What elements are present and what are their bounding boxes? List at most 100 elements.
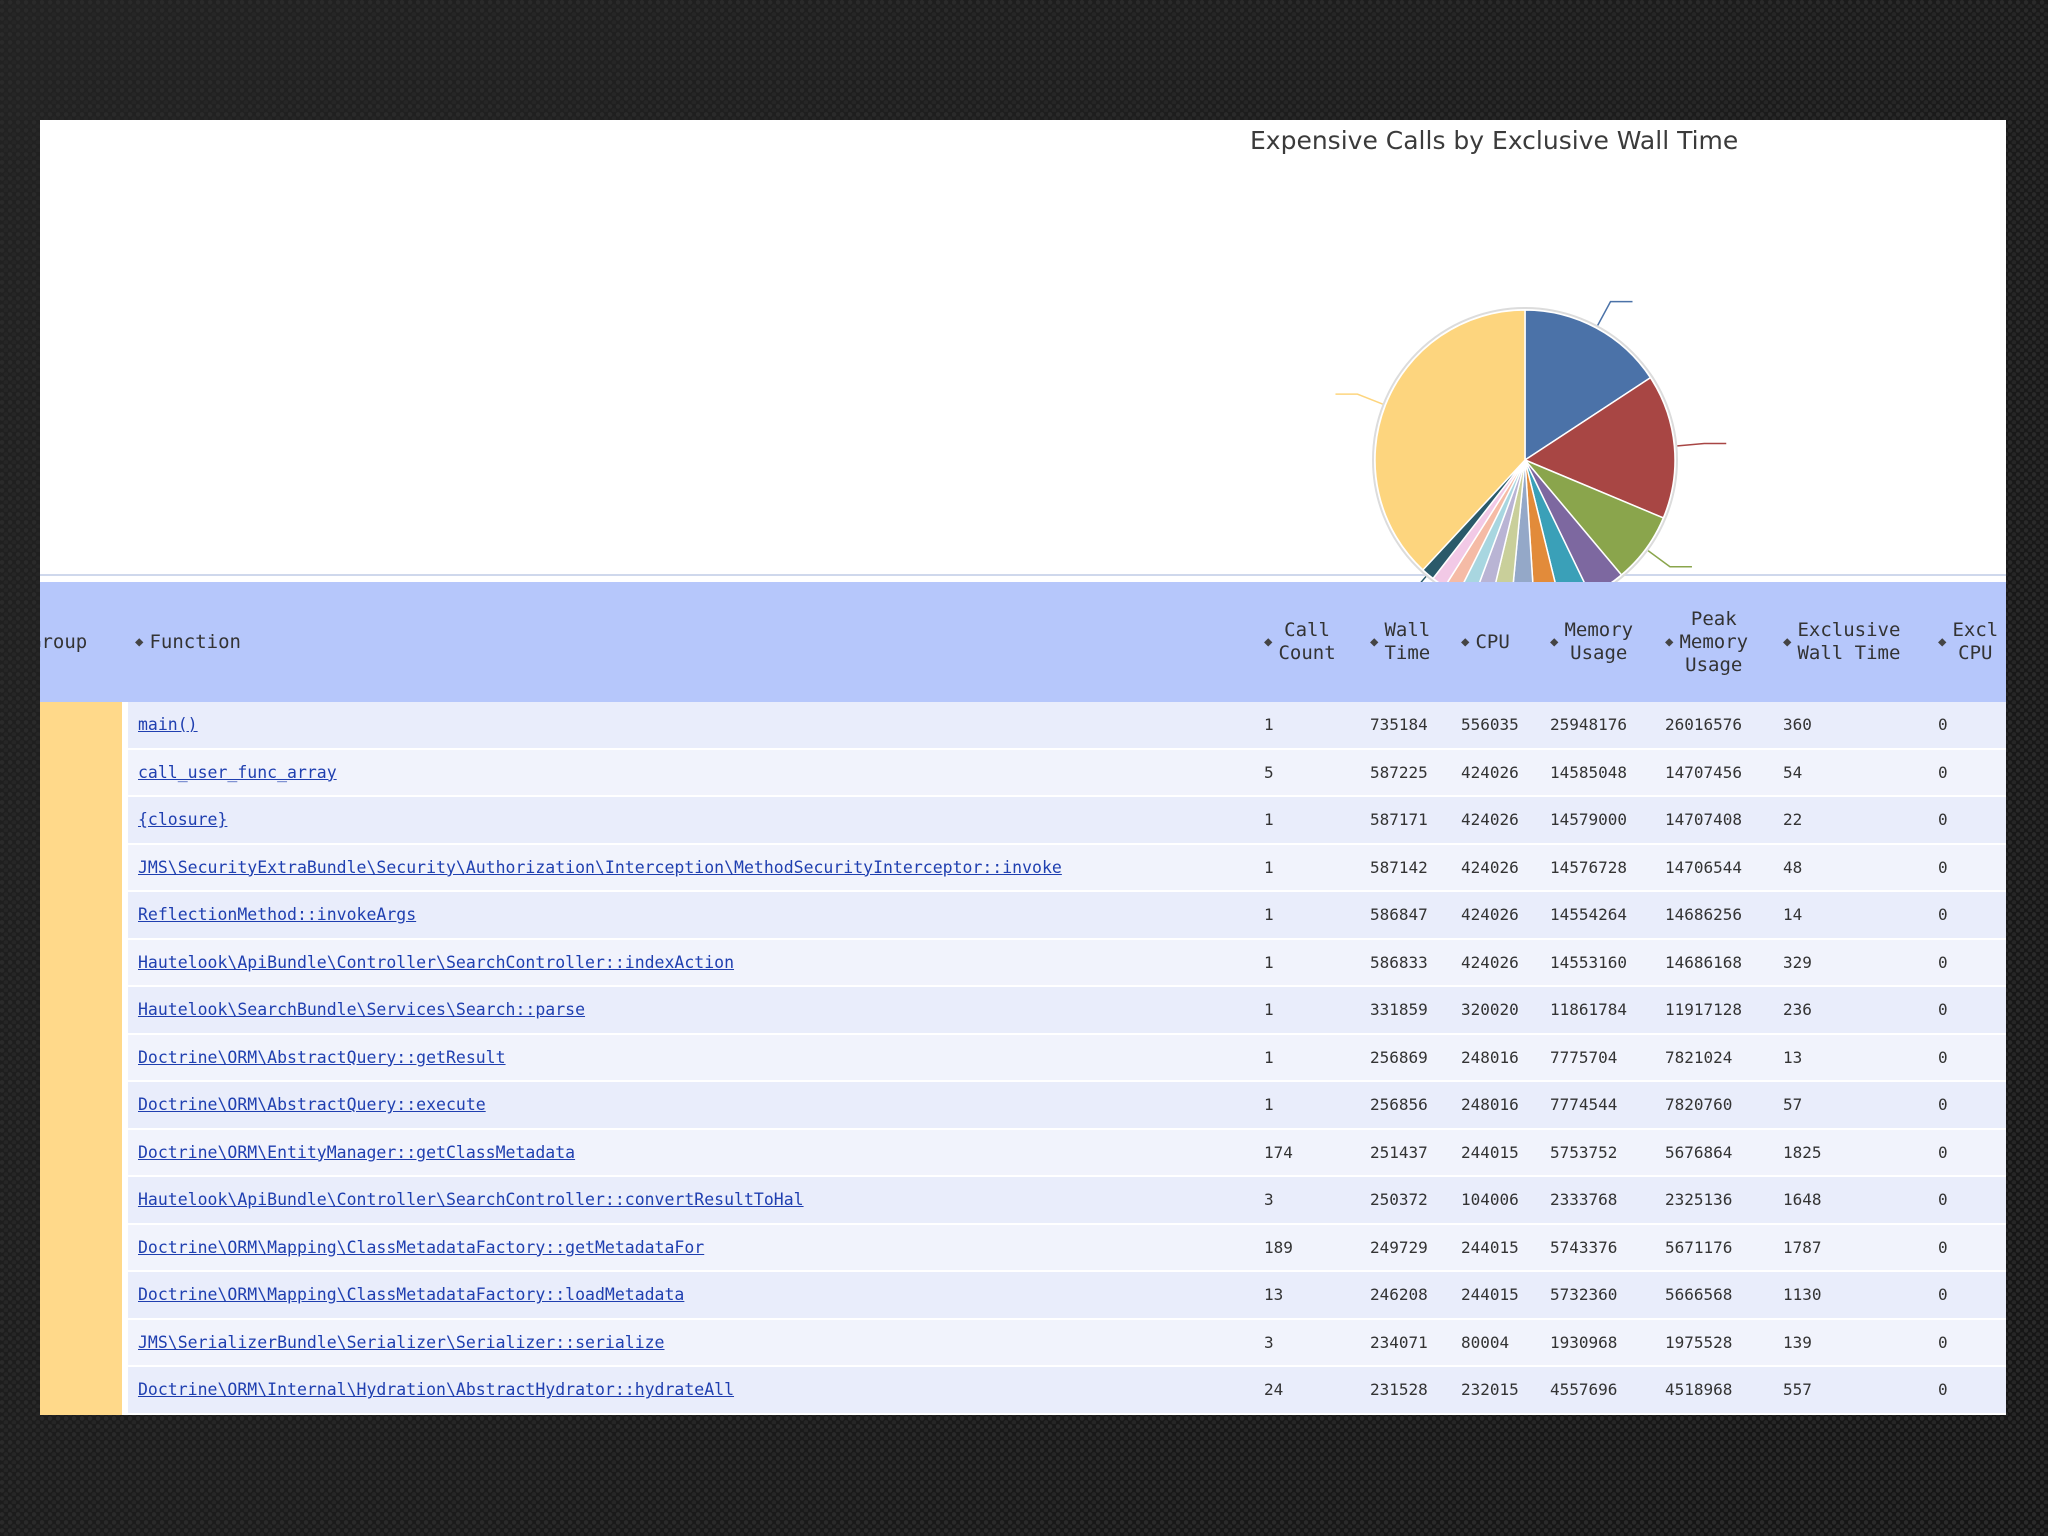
- header-wall-time[interactable]: ◆Wall Time: [1366, 582, 1457, 702]
- memory-usage-cell: 14579000: [1546, 796, 1661, 845]
- memory-usage-cell: 2333768: [1546, 1176, 1661, 1225]
- function-link[interactable]: ReflectionMethod::invokeArgs: [138, 905, 417, 925]
- exclusive-cpu-cell: 0: [1934, 1271, 2006, 1320]
- pie-slice[interactable]: [1374, 309, 1526, 571]
- call-count-cell: 5: [1260, 748, 1366, 797]
- header-memory-usage[interactable]: ◆Memory Usage: [1546, 582, 1661, 702]
- group-color-cell: [40, 796, 128, 845]
- pie-slice[interactable]: [1523, 376, 1676, 519]
- exclusive-wall-time-cell: 13: [1779, 1033, 1934, 1082]
- header-exclusive-wall-time[interactable]: ◆Exclusive Wall Time: [1779, 582, 1934, 702]
- table-row: ReflectionMethod::invokeArgs 1 586847 42402…: [40, 891, 2006, 940]
- function-link[interactable]: Doctrine\ORM\Mapping\ClassMetadataFactor…: [138, 1237, 705, 1257]
- group-color-cell: [40, 1081, 128, 1130]
- peak-memory-usage-cell: 5676864: [1661, 1128, 1779, 1177]
- sort-icon: ◆: [135, 633, 144, 650]
- function-link[interactable]: Hautelook\ApiBundle\Controller\SearchCon…: [138, 1190, 804, 1210]
- header-cpu[interactable]: ◆ CPU: [1457, 582, 1546, 702]
- wall-time-cell: 587142: [1366, 843, 1457, 892]
- peak-memory-usage-cell: 5671176: [1661, 1223, 1779, 1272]
- header-function[interactable]: ◆ Function: [125, 582, 1260, 702]
- wall-time-cell: 231528: [1366, 1366, 1457, 1415]
- table-row: Hautelook\ApiBundle\Controller\SearchCon…: [40, 938, 2006, 987]
- sort-icon: ◆: [1783, 633, 1792, 650]
- peak-memory-usage-cell: 1975528: [1661, 1318, 1779, 1367]
- memory-usage-cell: 1930968: [1546, 1318, 1661, 1367]
- memory-usage-cell: 25948176: [1546, 702, 1661, 750]
- exclusive-wall-time-cell: 1648: [1779, 1176, 1934, 1225]
- group-color-cell: [40, 1128, 128, 1177]
- memory-usage-cell: 5732360: [1546, 1271, 1661, 1320]
- memory-usage-cell: 7774544: [1546, 1081, 1661, 1130]
- function-link[interactable]: main(): [138, 715, 198, 735]
- group-color-cell: [40, 748, 128, 797]
- memory-usage-cell: 14576728: [1546, 843, 1661, 892]
- memory-usage-cell: 14585048: [1546, 748, 1661, 797]
- sort-icon: ◆: [1665, 633, 1674, 650]
- exclusive-cpu-cell: 0: [1934, 1033, 2006, 1082]
- call-count-cell: 1: [1260, 1033, 1366, 1082]
- cpu-cell: 424026: [1457, 748, 1546, 797]
- memory-usage-cell: 5743376: [1546, 1223, 1661, 1272]
- wall-time-cell: 735184: [1366, 702, 1457, 750]
- function-cell: Hautelook\ApiBundle\Controller\SearchCon…: [125, 938, 1260, 987]
- header-call-count[interactable]: ◆Call Count: [1260, 582, 1366, 702]
- function-link[interactable]: Hautelook\ApiBundle\Controller\SearchCon…: [138, 952, 735, 972]
- memory-usage-cell: 4557696: [1546, 1366, 1661, 1415]
- function-link[interactable]: Doctrine\ORM\AbstractQuery::execute: [138, 1095, 486, 1115]
- memory-usage-cell: 11861784: [1546, 986, 1661, 1035]
- pie-slice[interactable]: [1524, 309, 1652, 462]
- header-peak-memory-usage[interactable]: ◆Peak Memory Usage: [1661, 582, 1779, 702]
- group-color-cell: [40, 1176, 128, 1225]
- function-link[interactable]: {closure}: [138, 810, 228, 830]
- table-row: JMS\SecurityExtraBundle\Security\Authori…: [40, 843, 2006, 892]
- function-link[interactable]: Doctrine\ORM\Internal\Hydration\Abstract…: [138, 1380, 735, 1400]
- function-link[interactable]: JMS\SecurityExtraBundle\Security\Authori…: [138, 857, 1062, 877]
- exclusive-cpu-cell: 0: [1934, 1318, 2006, 1367]
- call-count-cell: 189: [1260, 1223, 1366, 1272]
- pie-connector-line: [1596, 300, 1633, 327]
- function-link[interactable]: Doctrine\ORM\AbstractQuery::getResult: [138, 1047, 506, 1067]
- peak-memory-usage-cell: 14706544: [1661, 843, 1779, 892]
- function-link[interactable]: Hautelook\SearchBundle\Services\Search::…: [138, 1000, 586, 1020]
- call-count-cell: 1: [1260, 938, 1366, 987]
- wall-time-cell: 256869: [1366, 1033, 1457, 1082]
- function-link[interactable]: Doctrine\ORM\EntityManager::getClassMeta…: [138, 1142, 576, 1162]
- call-count-cell: 3: [1260, 1318, 1366, 1367]
- sort-icon: ◆: [1938, 633, 1947, 650]
- exclusive-wall-time-cell: 557: [1779, 1366, 1934, 1415]
- peak-memory-usage-cell: 11917128: [1661, 986, 1779, 1035]
- group-color-cell: [40, 1366, 128, 1415]
- peak-memory-usage-cell: 7820760: [1661, 1081, 1779, 1130]
- function-cell: Doctrine\ORM\AbstractQuery::execute: [125, 1081, 1260, 1130]
- pie-connector-line: [1335, 393, 1384, 406]
- peak-memory-usage-cell: 5666568: [1661, 1271, 1779, 1320]
- peak-memory-usage-cell: 14686256: [1661, 891, 1779, 940]
- header-exclusive-cpu[interactable]: ◆Excl CPU: [1934, 582, 2006, 702]
- group-color-cell: [40, 938, 128, 987]
- memory-usage-cell: 7775704: [1546, 1033, 1661, 1082]
- exclusive-wall-time-cell: 54: [1779, 748, 1934, 797]
- function-link[interactable]: call_user_func_array: [138, 762, 337, 782]
- cpu-cell: 232015: [1457, 1366, 1546, 1415]
- exclusive-wall-time-cell: 236: [1779, 986, 1934, 1035]
- group-color-cell: [40, 986, 128, 1035]
- call-count-cell: 13: [1260, 1271, 1366, 1320]
- call-count-cell: 3: [1260, 1176, 1366, 1225]
- cpu-cell: 80004: [1457, 1318, 1546, 1367]
- memory-usage-cell: 5753752: [1546, 1128, 1661, 1177]
- exclusive-wall-time-cell: 1825: [1779, 1128, 1934, 1177]
- table-row: Hautelook\ApiBundle\Controller\SearchCon…: [40, 1176, 2006, 1225]
- exclusive-cpu-cell: 0: [1934, 986, 2006, 1035]
- cpu-cell: 248016: [1457, 1081, 1546, 1130]
- call-count-cell: 24: [1260, 1366, 1366, 1415]
- pie-connector-line: [1676, 442, 1727, 447]
- function-link[interactable]: JMS\SerializerBundle\Serializer\Serializ…: [138, 1332, 665, 1352]
- exclusive-wall-time-cell: 329: [1779, 938, 1934, 987]
- group-color-cell: [40, 1223, 128, 1272]
- wall-time-cell: 586833: [1366, 938, 1457, 987]
- function-link[interactable]: Doctrine\ORM\Mapping\ClassMetadataFactor…: [138, 1285, 685, 1305]
- exclusive-wall-time-cell: 22: [1779, 796, 1934, 845]
- header-group[interactable]: ◆Group: [40, 582, 125, 702]
- sort-icon: ◆: [1550, 633, 1559, 650]
